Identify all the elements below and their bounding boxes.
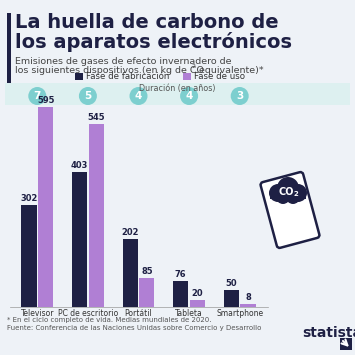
Text: Fuente: Conferencia de las Naciones Unidas sobre Comercio y Desarrollo: Fuente: Conferencia de las Naciones Unid… — [7, 325, 261, 331]
FancyBboxPatch shape — [183, 73, 191, 80]
Text: 302: 302 — [20, 195, 38, 203]
Text: La huella de carbono de: La huella de carbono de — [15, 13, 279, 32]
Text: CO: CO — [278, 187, 294, 197]
Text: Fase de uso: Fase de uso — [194, 72, 245, 81]
Circle shape — [289, 184, 307, 202]
Text: 4: 4 — [135, 91, 142, 101]
Text: Fase de fabricación: Fase de fabricación — [86, 72, 169, 81]
Text: 20: 20 — [192, 289, 203, 298]
Text: 2: 2 — [294, 191, 299, 197]
Text: Duración (en años): Duración (en años) — [139, 84, 215, 93]
Text: 8: 8 — [245, 293, 251, 302]
Text: 403: 403 — [71, 160, 88, 170]
Circle shape — [130, 87, 147, 105]
FancyBboxPatch shape — [89, 124, 104, 307]
Text: 202: 202 — [121, 228, 139, 237]
FancyBboxPatch shape — [224, 290, 239, 307]
FancyBboxPatch shape — [190, 300, 205, 307]
Text: 3: 3 — [236, 91, 243, 101]
Text: 595: 595 — [37, 96, 54, 105]
FancyBboxPatch shape — [261, 172, 320, 248]
Text: Smartphone: Smartphone — [216, 309, 263, 318]
FancyBboxPatch shape — [122, 239, 138, 307]
Text: 2: 2 — [192, 65, 196, 70]
Text: PC de escritorio: PC de escritorio — [58, 309, 118, 318]
FancyBboxPatch shape — [139, 278, 154, 307]
Circle shape — [231, 87, 249, 105]
FancyBboxPatch shape — [173, 282, 189, 307]
Text: Televisor: Televisor — [21, 309, 54, 318]
Text: los aparatos electrónicos: los aparatos electrónicos — [15, 32, 292, 52]
Text: 85: 85 — [141, 267, 153, 277]
Text: Emisiones de gases de efecto invernadero de: Emisiones de gases de efecto invernadero… — [15, 57, 231, 66]
Text: 7: 7 — [34, 91, 41, 101]
FancyBboxPatch shape — [7, 13, 11, 85]
FancyBboxPatch shape — [270, 189, 306, 199]
FancyBboxPatch shape — [21, 206, 37, 307]
FancyBboxPatch shape — [75, 73, 83, 80]
Text: equivalente)*: equivalente)* — [196, 66, 264, 75]
Text: 5: 5 — [84, 91, 92, 101]
Text: 545: 545 — [87, 113, 105, 122]
Circle shape — [269, 184, 287, 202]
Circle shape — [180, 87, 198, 105]
Text: los siguientes dispositivos (en kg de CO: los siguientes dispositivos (en kg de CO — [15, 66, 204, 75]
Circle shape — [28, 87, 46, 105]
Text: 4: 4 — [185, 91, 193, 101]
Circle shape — [276, 190, 290, 204]
Text: statista: statista — [302, 326, 355, 340]
FancyBboxPatch shape — [240, 304, 256, 307]
Text: 50: 50 — [225, 279, 237, 288]
FancyBboxPatch shape — [38, 107, 53, 307]
Circle shape — [79, 87, 97, 105]
Text: * En el ciclo completo de vida. Medias mundiales de 2020.: * En el ciclo completo de vida. Medias m… — [7, 317, 212, 323]
Circle shape — [277, 177, 299, 199]
Text: Portátil: Portátil — [125, 309, 152, 318]
FancyBboxPatch shape — [5, 83, 350, 105]
Text: 76: 76 — [175, 271, 187, 279]
Circle shape — [286, 190, 300, 204]
FancyBboxPatch shape — [72, 171, 87, 307]
FancyBboxPatch shape — [340, 338, 352, 350]
Text: Tableta: Tableta — [175, 309, 203, 318]
